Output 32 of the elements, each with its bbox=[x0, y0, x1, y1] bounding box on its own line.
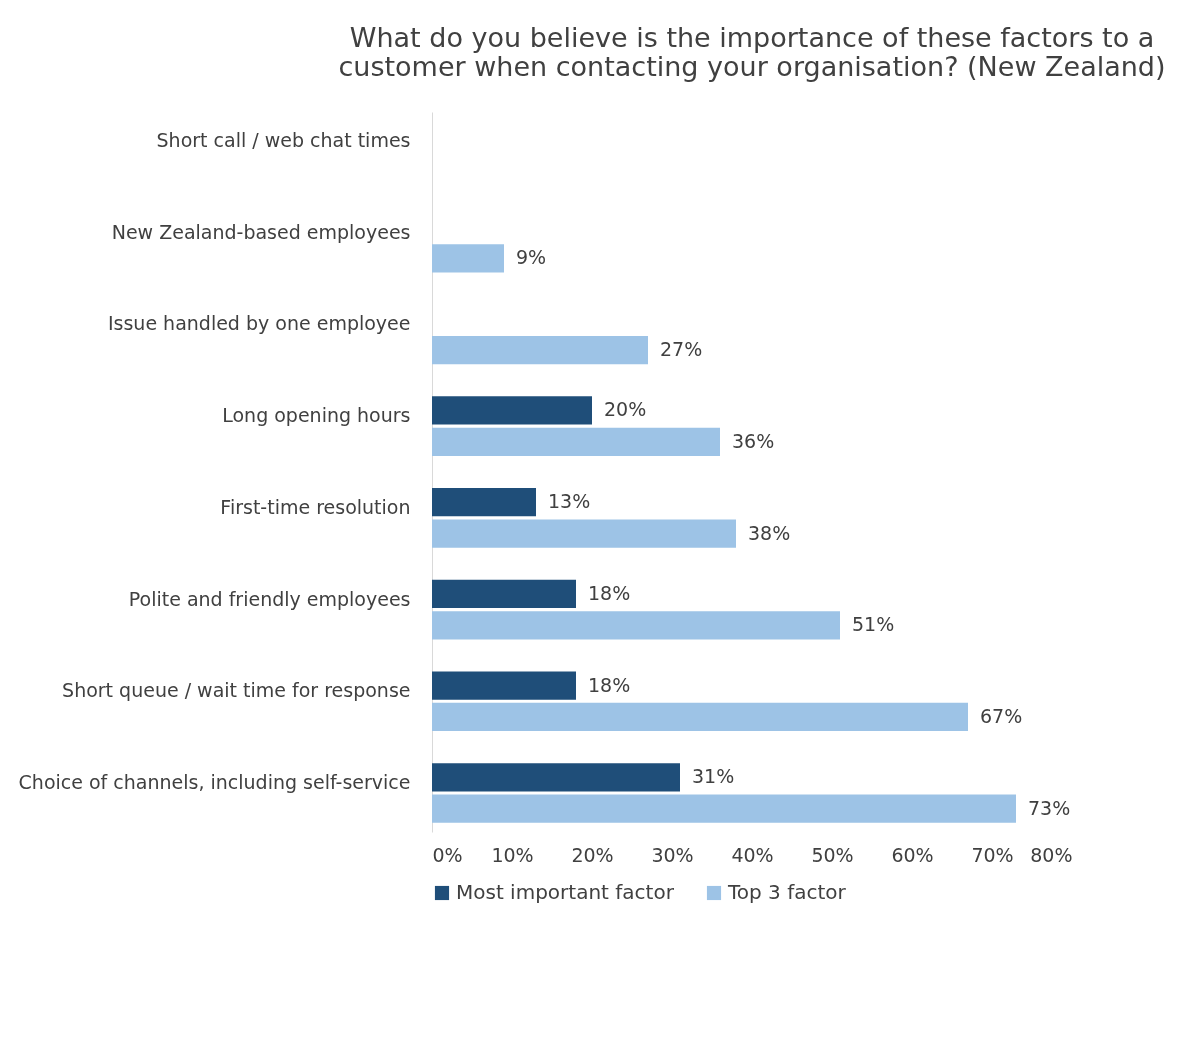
y-tick-label: Short call / web chat times bbox=[156, 128, 411, 151]
legend-label: Most important factor bbox=[456, 880, 675, 904]
data-label: 67% bbox=[980, 704, 1023, 727]
x-tick-label: 30% bbox=[651, 843, 694, 866]
data-label: 38% bbox=[748, 521, 791, 544]
x-tick-label: 20% bbox=[571, 843, 614, 866]
legend-label: Top 3 factor bbox=[727, 880, 847, 904]
x-tick-label: 10% bbox=[491, 843, 534, 866]
data-label: 18% bbox=[588, 581, 631, 604]
y-tick-label: Short queue / wait time for response bbox=[62, 679, 411, 702]
x-tick-label: 50% bbox=[811, 843, 854, 866]
data-label: 9% bbox=[516, 246, 547, 269]
x-tick-label: 40% bbox=[731, 843, 774, 866]
x-tick-label: 80% bbox=[1030, 843, 1073, 866]
data-label: 31% bbox=[692, 765, 735, 788]
x-tick-label: 0% bbox=[432, 843, 463, 866]
x-tick-label: 60% bbox=[891, 843, 934, 866]
data-label: 36% bbox=[732, 429, 775, 452]
y-tick-label: Choice of channels, including self-service bbox=[18, 771, 411, 794]
data-label: 51% bbox=[852, 613, 895, 636]
data-label: 20% bbox=[604, 398, 647, 421]
y-tick-label: First-time resolution bbox=[220, 495, 411, 518]
data-label: 13% bbox=[548, 490, 591, 513]
x-tick-label: 70% bbox=[971, 843, 1014, 866]
y-tick-label: Long opening hours bbox=[222, 404, 411, 427]
data-label: 18% bbox=[588, 673, 631, 696]
y-tick-label: Issue handled by one employee bbox=[107, 312, 411, 335]
data-label: 27% bbox=[660, 338, 703, 361]
text: What do you believe is the importance of these factors to a bbox=[349, 22, 1155, 53]
y-tick-label: Polite and friendly employees bbox=[128, 587, 411, 610]
data-label: 73% bbox=[1028, 796, 1071, 819]
y-tick-label: New Zealand-based employees bbox=[111, 220, 411, 243]
